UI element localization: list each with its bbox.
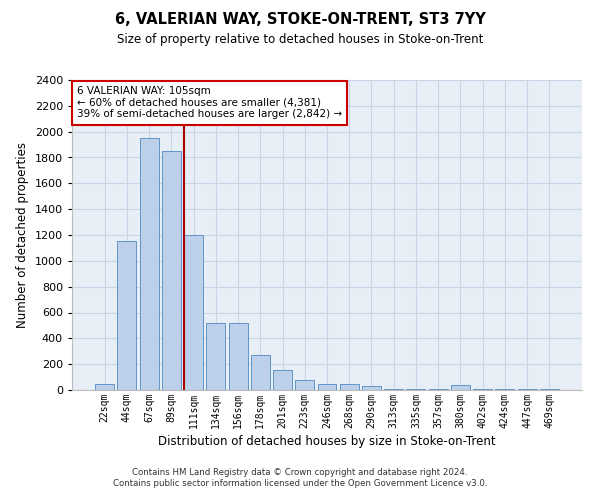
Bar <box>406 388 425 390</box>
Bar <box>340 384 359 390</box>
Bar <box>429 388 448 390</box>
Text: 6 VALERIAN WAY: 105sqm
← 60% of detached houses are smaller (4,381)
39% of semi-: 6 VALERIAN WAY: 105sqm ← 60% of detached… <box>77 86 342 120</box>
Bar <box>473 388 492 390</box>
Bar <box>184 235 203 390</box>
Text: Size of property relative to detached houses in Stoke-on-Trent: Size of property relative to detached ho… <box>117 32 483 46</box>
Bar <box>95 384 114 390</box>
Bar <box>273 370 292 390</box>
Bar <box>295 380 314 390</box>
Bar <box>229 323 248 390</box>
Bar <box>540 388 559 390</box>
Text: 6, VALERIAN WAY, STOKE-ON-TRENT, ST3 7YY: 6, VALERIAN WAY, STOKE-ON-TRENT, ST3 7YY <box>115 12 485 28</box>
Bar <box>451 386 470 390</box>
X-axis label: Distribution of detached houses by size in Stoke-on-Trent: Distribution of detached houses by size … <box>158 435 496 448</box>
Bar <box>140 138 158 390</box>
Y-axis label: Number of detached properties: Number of detached properties <box>16 142 29 328</box>
Bar <box>317 384 337 390</box>
Bar <box>518 388 536 390</box>
Bar <box>162 151 181 390</box>
Bar <box>384 388 403 390</box>
Bar <box>118 242 136 390</box>
Bar <box>496 388 514 390</box>
Text: Contains HM Land Registry data © Crown copyright and database right 2024.
Contai: Contains HM Land Registry data © Crown c… <box>113 468 487 487</box>
Bar <box>251 355 270 390</box>
Bar <box>206 323 225 390</box>
Bar <box>362 386 381 390</box>
